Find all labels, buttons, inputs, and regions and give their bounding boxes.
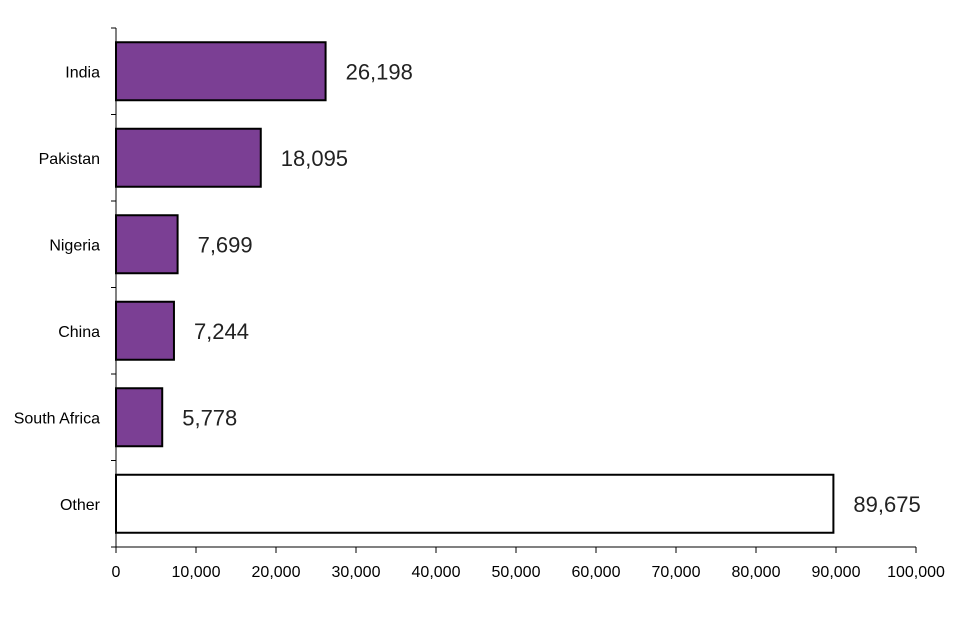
- x-tick-label: 50,000: [492, 564, 541, 581]
- x-tick-label: 80,000: [732, 564, 781, 581]
- x-tick-label: 70,000: [652, 564, 701, 581]
- data-label: 26,198: [346, 59, 413, 84]
- x-tick-label: 60,000: [572, 564, 621, 581]
- bar-other: [115, 473, 835, 534]
- category-label: South Africa: [14, 410, 100, 427]
- x-tick-label: 20,000: [252, 564, 301, 581]
- data-label: 5,778: [182, 405, 237, 430]
- category-label: China: [58, 324, 100, 341]
- x-tick-label: 90,000: [812, 564, 861, 581]
- x-tick-label: 10,000: [172, 564, 221, 581]
- bar-south-africa: [115, 387, 164, 448]
- x-tick-label: 100,000: [887, 564, 945, 581]
- data-label: 7,699: [198, 232, 253, 257]
- x-tick-label: 40,000: [412, 564, 461, 581]
- chart-axes: [111, 27, 917, 553]
- bar-china: [115, 300, 175, 361]
- category-label: India: [65, 64, 100, 81]
- x-tick-label: 0: [112, 564, 121, 581]
- bar-nigeria: [115, 214, 179, 275]
- data-label: 89,675: [853, 492, 920, 517]
- chart-bars: [115, 41, 835, 534]
- chart-labels: 0 10,000 20,000 30,000 40,000 50,000 60,000 70,…: [14, 59, 945, 581]
- data-label: 18,095: [281, 146, 348, 171]
- category-label: Nigeria: [49, 237, 100, 254]
- category-label: Pakistan: [39, 151, 100, 168]
- data-label: 7,244: [194, 319, 249, 344]
- x-tick-label: 30,000: [332, 564, 381, 581]
- bar-pakistan: [115, 127, 262, 188]
- bar-india: [115, 41, 327, 102]
- category-label: Other: [60, 497, 101, 514]
